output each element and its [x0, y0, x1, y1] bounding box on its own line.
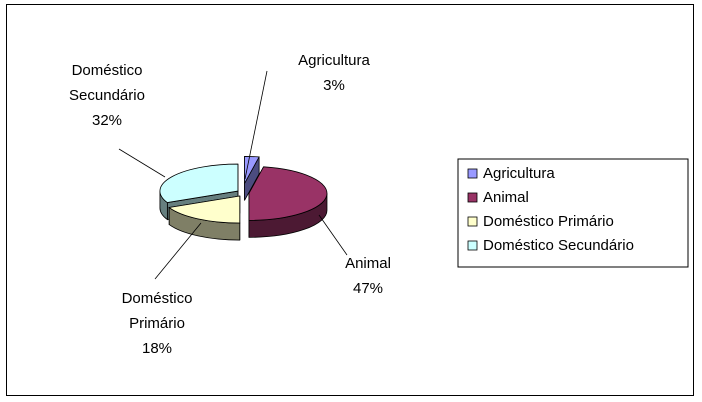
legend-swatch-domestico-secundario	[467, 240, 478, 251]
pie-slice-domestico-secundario	[159, 163, 239, 203]
legend-item-animal: Animal	[467, 189, 529, 206]
leader-line-agricultura	[244, 70, 268, 180]
slice-labels: Agricultura 3% Animal 47% Doméstico Primário 1…	[69, 52, 391, 357]
pie-slice-domestico-primario	[168, 195, 241, 224]
slice-label-agricultura: Agricultura 3%	[298, 52, 370, 94]
legend-item-domestico-secundario: Doméstico Secundário	[467, 237, 634, 254]
legend-box	[457, 158, 689, 268]
pie-slice-animal	[248, 166, 328, 221]
leader-line-domestico-primario	[154, 222, 202, 280]
slice-label-animal: Animal 47%	[345, 255, 391, 297]
pie-chart: Agricultura 3% Animal 47% Doméstico Primário 1…	[69, 52, 689, 357]
legend-label-animal: Animal	[483, 189, 529, 206]
legend-label-domestico-primario: Doméstico Primário	[483, 213, 614, 230]
leader-line-domestico-secundario	[118, 148, 166, 178]
legend-swatch-domestico-primario	[467, 216, 478, 227]
pie-tops	[159, 156, 328, 224]
slice-label-domestico-secundario: Doméstico Secundário 32%	[69, 62, 145, 129]
leader-line-animal	[318, 214, 348, 256]
legend: Agricultura Animal Doméstico Primário Domés…	[457, 158, 689, 268]
legend-label-domestico-secundario: Doméstico Secundário	[483, 237, 634, 254]
leader-lines	[118, 70, 348, 280]
legend-item-domestico-primario: Doméstico Primário	[467, 213, 614, 230]
chart-frame: Agricultura 3% Animal 47% Doméstico Primário 1…	[6, 4, 694, 396]
slice-label-domestico-primario: Doméstico Primário 18%	[122, 290, 193, 357]
legend-swatch-agricultura	[467, 168, 478, 179]
legend-item-agricultura: Agricultura	[467, 165, 555, 182]
legend-swatch-animal	[467, 192, 478, 203]
legend-label-agricultura: Agricultura	[483, 165, 555, 182]
